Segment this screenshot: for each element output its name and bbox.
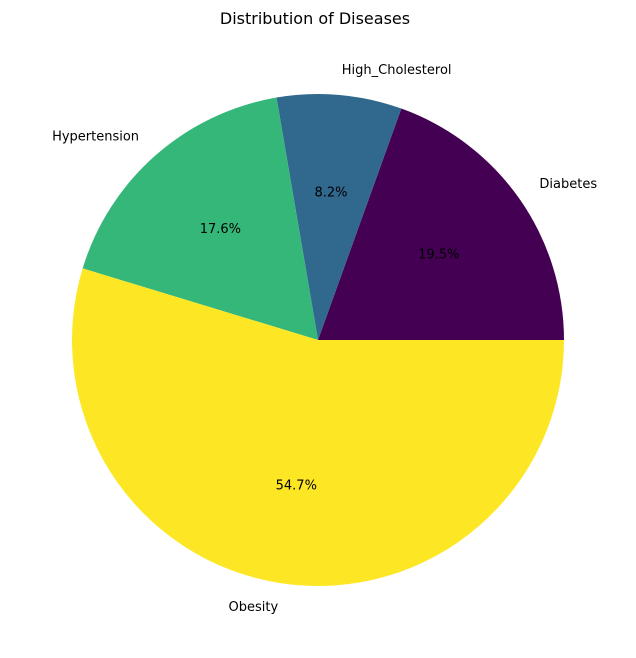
pie-slice-high-cholesterol	[276, 94, 402, 340]
slice-percentage-high-cholesterol: 8.2%	[314, 185, 347, 200]
pie-slice-diabetes	[318, 108, 564, 340]
slice-label-hypertension: Hypertension	[52, 130, 139, 145]
slice-label-obesity: Obesity	[229, 600, 279, 615]
slice-label-diabetes: Diabetes	[539, 177, 597, 192]
pie-slices	[71, 94, 564, 587]
pie-labels: Diabetes 19.5% High_Cholesterol 8.2% Hyperte…	[52, 63, 597, 615]
slice-percentage-diabetes: 19.5%	[418, 248, 459, 263]
chart-title: Distribution of Diseases	[220, 9, 410, 28]
slice-percentage-obesity: 54.7%	[276, 478, 317, 493]
pie-slice-hypertension	[82, 97, 318, 340]
slice-percentage-hypertension: 17.6%	[200, 222, 241, 237]
pie-slice-obesity	[71, 268, 564, 587]
slice-label-high-cholesterol: High_Cholesterol	[342, 63, 452, 78]
